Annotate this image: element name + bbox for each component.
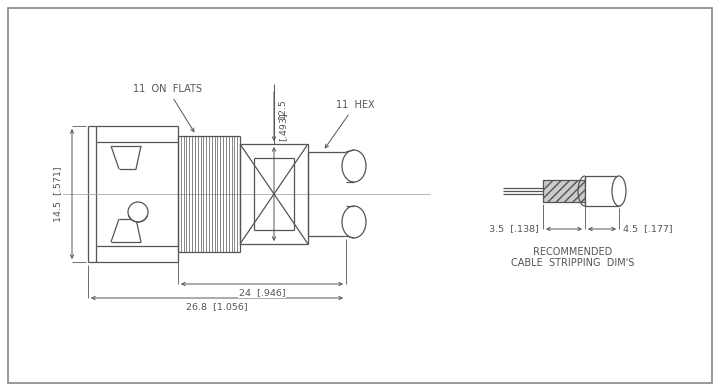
- Text: 11  ON  FLATS: 11 ON FLATS: [133, 84, 202, 132]
- Text: 4.5  [.177]: 4.5 [.177]: [623, 224, 672, 233]
- Bar: [543, 180, 585, 202]
- Bar: [585, 176, 619, 206]
- Ellipse shape: [342, 150, 366, 182]
- Ellipse shape: [342, 206, 366, 238]
- Text: 14.5  [.571]: 14.5 [.571]: [53, 166, 63, 222]
- Text: [.493]: [.493]: [278, 112, 287, 141]
- Text: 24  [.946]: 24 [.946]: [239, 289, 285, 298]
- Text: 26.8  [1.056]: 26.8 [1.056]: [186, 303, 248, 312]
- Ellipse shape: [612, 176, 626, 206]
- Text: 3.5  [.138]: 3.5 [.138]: [489, 224, 539, 233]
- Text: 11  HEX: 11 HEX: [325, 100, 374, 148]
- Text: RECOMMENDED: RECOMMENDED: [534, 247, 613, 257]
- Ellipse shape: [128, 202, 148, 222]
- Text: 12.5: 12.5: [278, 98, 287, 119]
- Text: CABLE  STRIPPING  DIM'S: CABLE STRIPPING DIM'S: [511, 258, 635, 268]
